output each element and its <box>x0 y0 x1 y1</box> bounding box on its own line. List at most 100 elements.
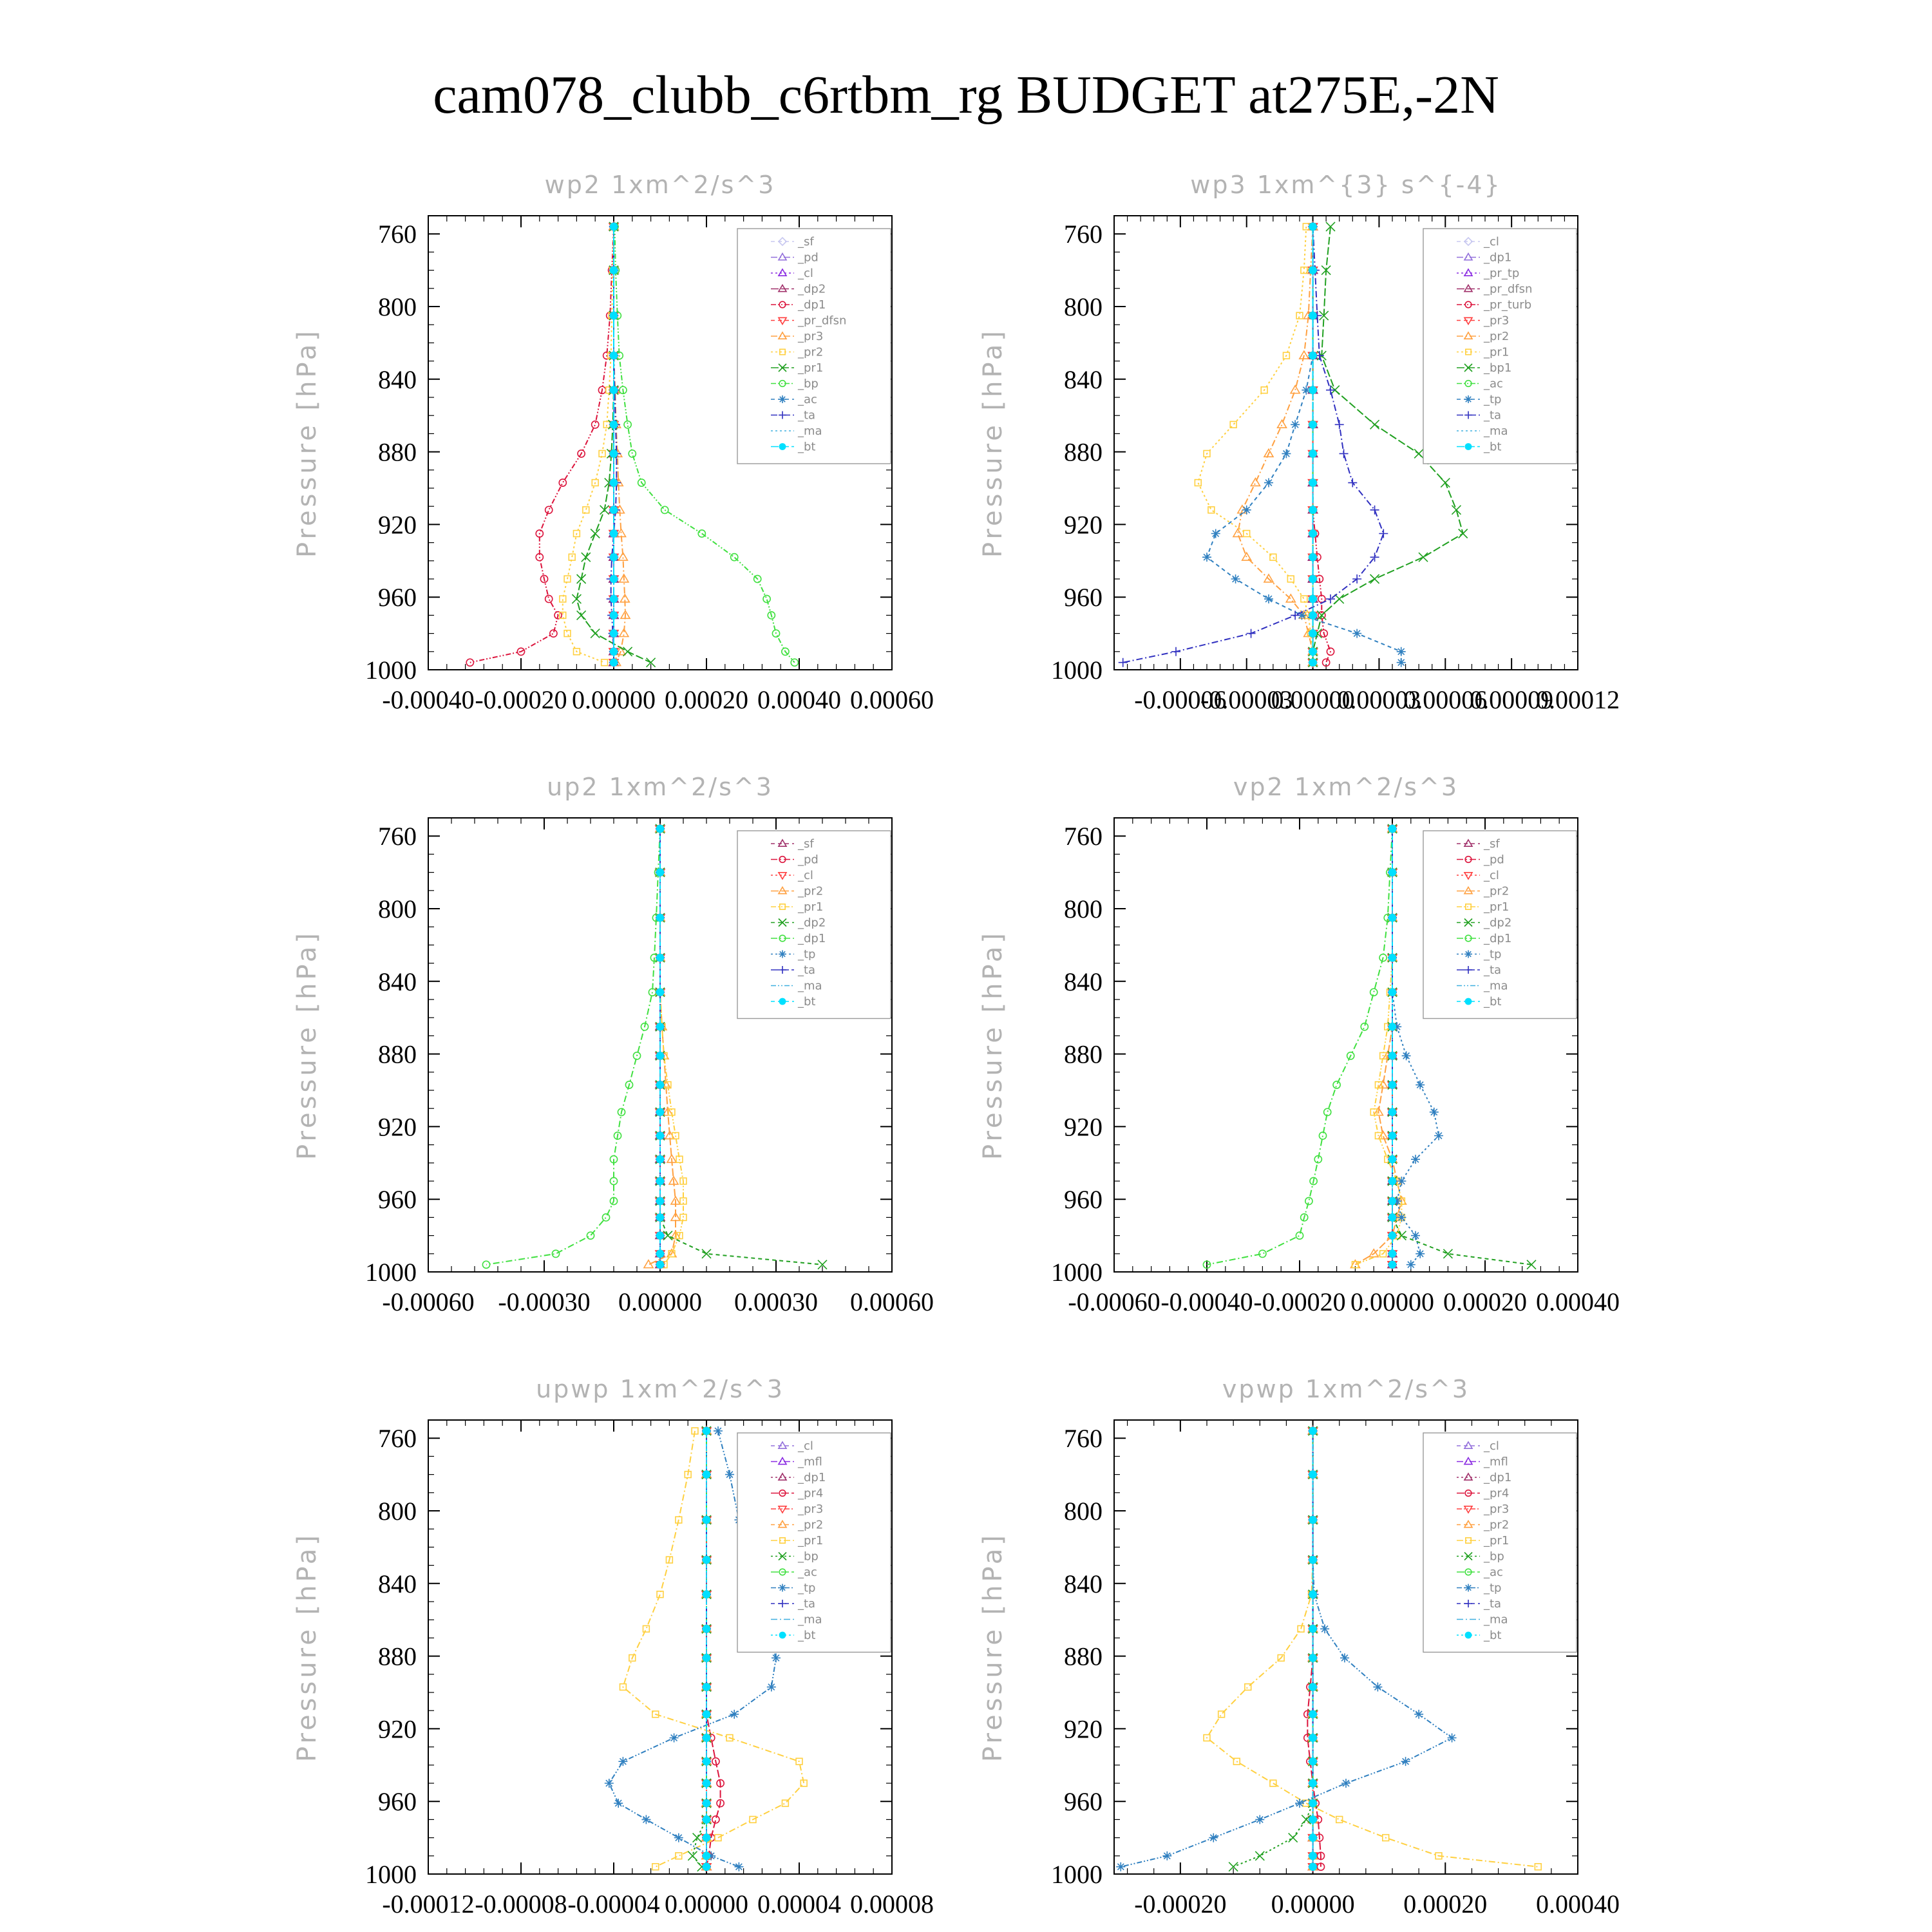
series-point-pr1 <box>642 1625 650 1633</box>
series-point-tp <box>1340 1653 1349 1663</box>
legend-marker-tp <box>779 950 786 958</box>
legend-label-pr2: _pr2 <box>797 885 823 898</box>
series-point-pr1 <box>676 1155 683 1163</box>
y-tick-label: 840 <box>378 1569 417 1598</box>
series-point-bt <box>656 953 665 962</box>
legend-label-dp1: _dp1 <box>1483 1471 1511 1484</box>
series-point-tp <box>1231 574 1240 583</box>
legend-marker-pr2 <box>777 1519 788 1528</box>
series-point-bt <box>702 1625 711 1633</box>
series-point-pr1 <box>623 647 633 657</box>
series-point-pr1 <box>576 610 587 620</box>
legend-marker-ac <box>1464 379 1472 388</box>
legend-label-pd: _pd <box>1483 853 1504 867</box>
series-line-bp <box>1233 1430 1314 1868</box>
x-tick-label: -0.00012 <box>382 1889 474 1918</box>
legend-label-ta: _ta <box>797 409 815 422</box>
series-point-bt <box>1309 529 1317 538</box>
legend-label-tp: _tp <box>797 1582 815 1595</box>
series-point-bp <box>692 1833 703 1843</box>
series-point-pr1 <box>795 1757 803 1765</box>
series-point-bt <box>656 1081 665 1089</box>
series-point-pr2 <box>1298 350 1310 359</box>
legend-marker-bp <box>779 379 786 388</box>
legend-marker-bp1 <box>1464 363 1473 372</box>
series-point-pr2 <box>559 595 567 603</box>
legend-marker-pr2 <box>777 886 788 895</box>
series-group <box>1202 823 1537 1271</box>
series-point-tp <box>1352 629 1362 638</box>
x-tick-label: 0.00009 <box>1470 685 1553 714</box>
legend-label-pr2: _pr2 <box>797 1519 823 1532</box>
legend-marker-bt <box>779 443 786 450</box>
legend-label-bp: _bp <box>797 377 819 391</box>
series-point-bt <box>1309 1426 1317 1435</box>
series-point-dp1 <box>609 1155 618 1164</box>
series-point-bt <box>702 1852 711 1861</box>
y-tick-label: 760 <box>378 220 417 249</box>
series-point-pr1 <box>726 1734 734 1742</box>
series-point-tp <box>1209 1833 1218 1842</box>
legend-marker-mfl <box>1463 1456 1473 1465</box>
series-point-bt <box>656 988 665 997</box>
x-tick-label: -0.00030 <box>498 1287 590 1316</box>
series-point-dp1 <box>551 1249 560 1258</box>
series-point-dp2 <box>1443 1249 1453 1259</box>
y-tick-label: 920 <box>378 1112 417 1141</box>
y-tick-label: 800 <box>1064 292 1103 321</box>
series-point-pr2 <box>582 506 590 514</box>
legend-label-bp: _bp <box>1483 1550 1504 1564</box>
legend-label-dp1: _dp1 <box>797 1471 826 1484</box>
series-point-bp1 <box>1418 552 1428 562</box>
legend-label-pr1: _pr1 <box>797 361 823 375</box>
series-point-pr1 <box>1374 1132 1383 1140</box>
series-point-bt <box>656 1023 665 1031</box>
legend-marker-tp <box>1464 950 1472 958</box>
x-tick-label: 0.00000 <box>665 1889 748 1918</box>
series-point-pr_turb <box>1317 611 1326 620</box>
series-point-pr1 <box>1233 1757 1240 1765</box>
series-point-bt <box>1388 1023 1397 1031</box>
x-tick-label: 0.00003 <box>1337 685 1421 714</box>
y-tick-label: 920 <box>1064 1714 1103 1743</box>
y-tick-label: 760 <box>378 822 417 851</box>
series-point-pr1 <box>1269 553 1277 561</box>
series-point-pr1 <box>1296 312 1303 319</box>
series-point-pr2 <box>598 450 606 458</box>
x-tick-label: 0.00040 <box>1536 1889 1620 1918</box>
legend-marker-ta <box>779 411 786 419</box>
series-point-tp <box>734 1862 744 1871</box>
series-point-pr1 <box>1379 1250 1387 1258</box>
series-point-bt <box>702 1555 711 1564</box>
legend-marker-pr3 <box>777 331 788 339</box>
series-point-bp1 <box>1334 594 1345 604</box>
series-point-dp1 <box>609 1197 618 1206</box>
legend-marker-dp1 <box>1464 934 1472 942</box>
legend-marker-pr1 <box>778 363 787 372</box>
series-point-dp1 <box>1309 1177 1318 1186</box>
legend-marker-dp2 <box>778 918 787 927</box>
series-point-bt <box>609 450 618 458</box>
series-point-pr4 <box>712 1815 720 1824</box>
series-point-pr3 <box>619 593 630 603</box>
x-tick-label: 0.00020 <box>1403 1889 1487 1918</box>
series-point-bp1 <box>1316 610 1327 620</box>
series-point-tp <box>1302 385 1311 395</box>
y-tick-label: 960 <box>1064 583 1103 612</box>
legend-label-pr3: _pr3 <box>797 1502 823 1516</box>
series-point-bt <box>1309 450 1317 458</box>
y-tick-label: 880 <box>1064 1642 1103 1671</box>
series-point-bt <box>1309 1862 1317 1871</box>
legend-label-bt: _bt <box>1483 1629 1501 1642</box>
series-point-ta <box>1326 594 1335 604</box>
x-tick-label: 0.00060 <box>850 685 934 714</box>
series-point-tp <box>1396 647 1406 656</box>
series-point-pr1 <box>1277 1654 1285 1662</box>
x-tick-label: -0.00060 <box>382 1287 474 1316</box>
legend-marker-bt <box>779 998 786 1005</box>
series-point-bt <box>656 1213 665 1222</box>
x-tick-label: 0.00000 <box>1350 1287 1434 1316</box>
series-point-dp1 <box>1323 1108 1332 1117</box>
x-tick-label: 0.00030 <box>734 1287 818 1316</box>
panels-group: wp2 1xm^2/s^3 Pressure [hPa] 760 800 840 880 9… <box>292 171 1620 1918</box>
